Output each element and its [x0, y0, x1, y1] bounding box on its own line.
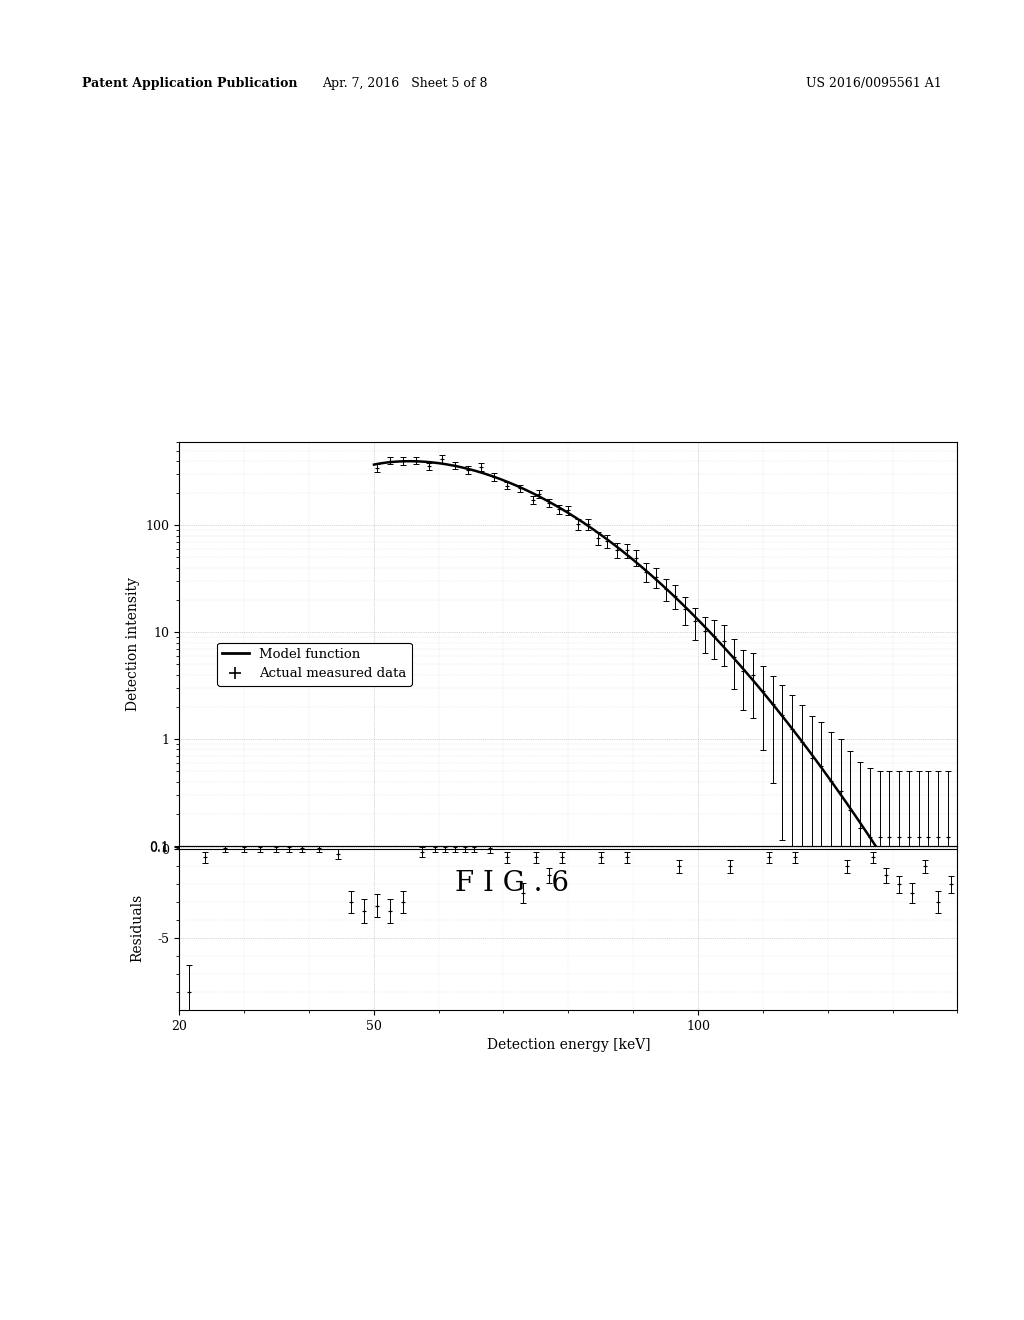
Legend: Model function, Actual measured data: Model function, Actual measured data — [217, 643, 412, 685]
X-axis label: Detection energy [keV]: Detection energy [keV] — [486, 1038, 650, 1052]
Text: Apr. 7, 2016   Sheet 5 of 8: Apr. 7, 2016 Sheet 5 of 8 — [322, 77, 487, 90]
Y-axis label: Detection intensity: Detection intensity — [126, 577, 140, 711]
Y-axis label: Residuals: Residuals — [130, 894, 144, 962]
Text: Patent Application Publication: Patent Application Publication — [82, 77, 297, 90]
Text: F I G . 6: F I G . 6 — [455, 870, 569, 898]
Text: US 2016/0095561 A1: US 2016/0095561 A1 — [806, 77, 942, 90]
